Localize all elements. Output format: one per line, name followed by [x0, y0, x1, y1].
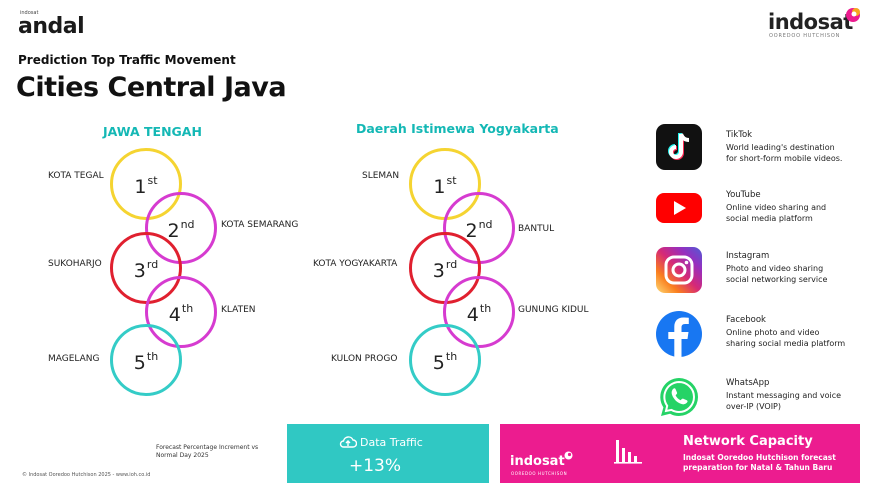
city-label: GUNUNG KIDUL — [518, 305, 589, 315]
rank-label: 4th — [168, 302, 194, 326]
rank-circle-5: 5th — [110, 324, 182, 396]
city-label: MAGELANG — [48, 354, 100, 364]
tiktok-icon — [656, 124, 702, 170]
whatsapp-icon — [656, 374, 702, 420]
andal-logo-text: andal — [18, 14, 85, 39]
indosat-logo: indosat OOREDOO HUTCHISON — [768, 8, 860, 39]
rank-label: 3rd — [133, 258, 159, 282]
andal-logo-small: indosat — [20, 10, 39, 16]
app-desc-instagram: Photo and video sharing social networking… — [726, 264, 828, 284]
indosat-brand-text: indosat — [510, 454, 565, 469]
app-desc-whatsapp: Instant messaging and voice over-IP (VOIP… — [726, 391, 842, 411]
city-label: BANTUL — [518, 224, 555, 234]
rank-label: 5th — [432, 350, 458, 374]
app-desc-facebook: Online photo and video sharing social med… — [726, 328, 846, 348]
city-label: KOTA YOGYAKARTA — [313, 259, 398, 269]
rank-label: 4th — [466, 302, 492, 326]
rank-label: 5th — [133, 350, 159, 374]
page-subtitle: Prediction Top Traffic Movement — [18, 53, 236, 67]
data-traffic-panel: Data Traffic +13% — [287, 424, 489, 483]
rank-circle-4: 4th — [145, 276, 217, 348]
city-label: KULON PROGO — [331, 354, 398, 364]
app-name-tiktok: TikTok — [726, 130, 753, 140]
rank-label: 2nd — [167, 218, 195, 242]
rank-label: 1st — [433, 174, 457, 198]
city-label: SLEMAN — [362, 171, 400, 181]
indosat-brand-mark-icon — [564, 451, 573, 460]
city-label: SUKOHARJO — [48, 259, 102, 269]
network-capacity-panel: indosat OOREDOO HUTCHISON Network Capaci… — [500, 424, 860, 483]
city-label: KOTA TEGAL — [48, 171, 104, 181]
indosat-logo-mark-icon — [846, 8, 860, 22]
city-label: KOTA SEMARANG — [221, 220, 299, 230]
bar-chart-icon — [614, 440, 642, 464]
page-title: Cities Central Java — [16, 72, 287, 103]
city-label: KLATEN — [221, 305, 256, 315]
copyright-text: © Indosat Ooredoo Hutchison 2025 - www.i… — [22, 472, 151, 478]
app-name-whatsapp: WhatsApp — [726, 378, 770, 388]
rank-circle-4: 4th — [443, 276, 515, 348]
facebook-icon — [656, 311, 702, 357]
network-capacity-desc: Indosat Ooredoo Hutchison forecast prepa… — [683, 453, 836, 472]
app-desc-youtube: Online video sharing and social media pla… — [726, 203, 827, 223]
rank-label: 2nd — [465, 218, 493, 242]
cloud-upload-icon — [339, 436, 357, 448]
indosat-logo-subtext: OOREDOO HUTCHISON — [769, 33, 841, 39]
instagram-icon — [656, 247, 702, 293]
indosat-brand-subtext: OOREDOO HUTCHISON — [511, 471, 568, 476]
rank-circle-1: 1st — [409, 148, 481, 220]
app-name-instagram: Instagram — [726, 251, 770, 261]
rank-circle-5: 5th — [409, 324, 481, 396]
region-title-yogyakarta: Daerah Istimewa Yogyakarta — [356, 121, 559, 136]
forecast-footnote: Forecast Percentage Increment vs Normal … — [156, 444, 259, 459]
indosat-logo-text: indosat — [768, 10, 853, 34]
app-name-facebook: Facebook — [726, 315, 766, 325]
data-traffic-label: Data Traffic — [360, 436, 423, 449]
youtube-icon — [656, 185, 702, 231]
network-capacity-title: Network Capacity — [683, 434, 813, 449]
app-name-youtube: YouTube — [726, 190, 761, 200]
app-desc-tiktok: World leading's destination for short-for… — [726, 143, 843, 163]
data-traffic-value: +13% — [349, 456, 402, 476]
rank-label: 1st — [134, 174, 158, 198]
rank-label: 3rd — [432, 258, 458, 282]
region-title-jawa-tengah: JAWA TENGAH — [103, 124, 202, 139]
